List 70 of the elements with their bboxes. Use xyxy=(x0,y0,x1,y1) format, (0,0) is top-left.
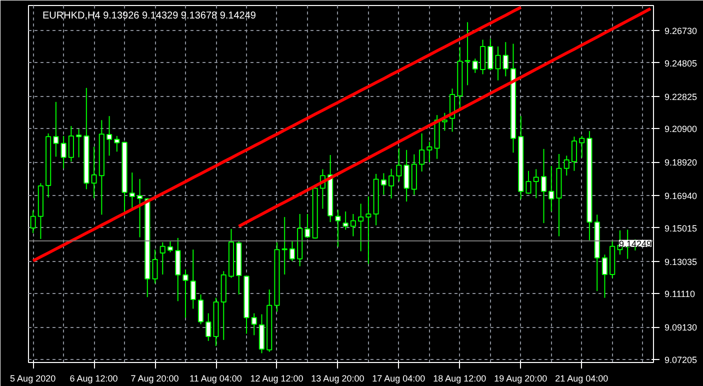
y-tick-label: 9.13035 xyxy=(664,256,698,267)
candlestick xyxy=(480,39,486,75)
candlestick xyxy=(388,168,394,199)
candlestick xyxy=(251,312,257,336)
line-series xyxy=(32,6,522,262)
candlestick xyxy=(91,146,97,199)
candlestick xyxy=(335,209,341,248)
x-tick-label: 5 Aug 2020 xyxy=(10,374,56,384)
candlestick xyxy=(419,132,425,172)
y-tick-label: 9.20900 xyxy=(664,124,698,134)
y-tick-label: 9.18920 xyxy=(664,158,698,168)
candlestick xyxy=(342,210,348,230)
candlestick xyxy=(426,141,432,163)
y-tick-label: 9.09130 xyxy=(664,322,698,333)
candlestick xyxy=(160,242,166,276)
candlestick xyxy=(533,168,539,199)
x-tick-label: 7 Aug 20:00 xyxy=(130,374,179,384)
candlestick xyxy=(502,42,508,77)
candlestick xyxy=(366,196,372,264)
candlestick xyxy=(380,172,386,196)
candlestick xyxy=(76,128,82,158)
x-tick-label: 21 Aug 04:00 xyxy=(555,374,608,384)
x-tick-label: 19 Aug 20:00 xyxy=(494,374,548,384)
candlestick xyxy=(282,216,288,276)
x-tick-label: 12 Aug 12:00 xyxy=(250,374,304,384)
y-tick-label: 9.24805 xyxy=(664,58,698,68)
candlestick xyxy=(68,126,74,162)
candlestick xyxy=(579,135,585,158)
candlestick xyxy=(198,294,204,325)
y-tick-label: 9.16940 xyxy=(664,190,698,201)
y-tick-label: 9.15015 xyxy=(664,223,698,234)
candlestick xyxy=(571,136,578,172)
candlestick xyxy=(129,172,135,209)
candlestick xyxy=(540,148,547,224)
candlestick xyxy=(396,148,402,182)
x-tick-label: 18 Aug 12:00 xyxy=(433,374,486,384)
candlestick xyxy=(495,46,501,81)
candlestick xyxy=(106,116,112,156)
candlestick xyxy=(548,165,554,212)
candlestick xyxy=(358,203,364,252)
candlestick xyxy=(350,214,356,237)
text: EURHKD,H4 9.13926 9.14329 9.13678 9.14249 xyxy=(42,10,256,22)
candlestick xyxy=(404,149,410,202)
x-tick-label: 6 Aug 12:00 xyxy=(70,374,118,384)
candlestick xyxy=(182,268,188,318)
candlestick xyxy=(60,135,66,169)
candlestick xyxy=(136,178,143,238)
ref-line-label: 9.14249 xyxy=(618,238,652,249)
candlestick xyxy=(114,135,120,152)
y-tick-label: 9.07205 xyxy=(664,355,698,366)
candlestick xyxy=(526,170,532,194)
candlestick xyxy=(464,22,470,86)
candlestick xyxy=(53,101,59,158)
x-tick-label: 13 Aug 20:00 xyxy=(311,374,364,384)
candlestick xyxy=(564,155,570,176)
candlestick xyxy=(602,254,608,298)
candlestick xyxy=(167,240,174,253)
candlestick xyxy=(190,249,196,310)
candlestick xyxy=(206,312,212,342)
x-tick-label: 17 Aug 04:00 xyxy=(372,374,426,384)
y-tick-label: 9.11110 xyxy=(664,289,696,300)
candlestick xyxy=(488,38,494,71)
candlestick xyxy=(152,249,158,284)
candlestick xyxy=(472,58,478,74)
candlestick xyxy=(304,214,310,238)
candlestick xyxy=(442,112,448,132)
y-tick-label: 9.22825 xyxy=(664,92,698,102)
candlestick xyxy=(289,240,296,262)
x-tick-label: 11 Aug 04:00 xyxy=(190,374,242,384)
y-tick-label: 9.26730 xyxy=(664,26,698,36)
